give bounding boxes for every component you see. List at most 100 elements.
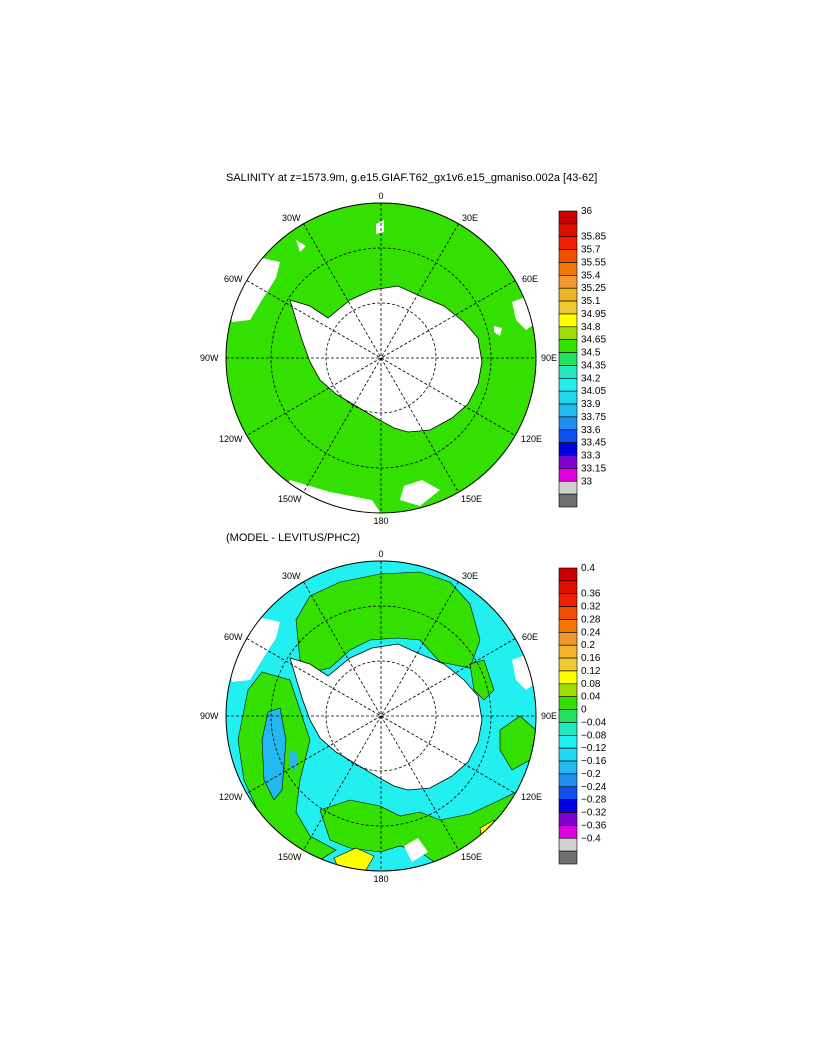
lon-label-90e: 90E — [541, 711, 557, 721]
lon-label-30e: 30E — [462, 571, 478, 581]
colorbar-tick-label: 33.6 — [581, 425, 601, 436]
lon-label-150e: 150E — [461, 852, 482, 862]
blue-anomaly-region — [290, 750, 298, 770]
colorbar-tick-label: 0.04 — [581, 692, 601, 703]
colorbar-tick-label: 0.08 — [581, 679, 601, 690]
colorbar-tick-label: 35.55 — [581, 257, 606, 268]
green-anomaly-region — [295, 571, 481, 673]
colorbar-tick-label: 34.5 — [581, 348, 601, 359]
green-anomaly-region — [237, 671, 337, 861]
colorbar-tick-label: −0.08 — [581, 730, 607, 741]
colorbar-swatch — [558, 786, 578, 800]
colorbar-swatch — [558, 760, 578, 775]
colorbar-tick-label: −0.28 — [581, 795, 607, 806]
meridian-line — [246, 638, 516, 794]
colorbar-tick-label: 0.24 — [581, 627, 601, 638]
colorbar-swatch — [558, 709, 578, 723]
longitude-labels: 0 30E 60E 90E 120E 150E 180 150W 120W 90… — [200, 191, 557, 526]
meridian-line — [303, 581, 459, 851]
map-title-difference: (MODEL - LEVITUS/PHC2) — [226, 532, 361, 544]
colorbar-tick-label: −0.24 — [581, 782, 607, 793]
blue-anomaly-region — [261, 707, 287, 801]
colorbar-swatch — [558, 850, 578, 865]
colorbar-tick-label: 33.75 — [581, 412, 606, 423]
lon-label-30e: 30E — [462, 213, 478, 223]
colorbar-tick-label: 35.25 — [581, 283, 606, 294]
map-boundary — [225, 202, 537, 514]
colorbar-tick-label: 33.3 — [581, 451, 601, 462]
antarctica-land — [289, 285, 483, 433]
lon-label-90w: 90W — [200, 353, 219, 363]
colorbar-difference: 0.40.360.320.280.240.20.160.120.080.040−… — [558, 563, 607, 865]
colorbar-tick-label: −0.12 — [581, 743, 607, 754]
colorbar-swatch — [558, 825, 578, 839]
meridian-line — [303, 581, 459, 851]
meridian-line — [303, 223, 459, 493]
colorbar-swatch — [558, 657, 578, 672]
lon-label-60e: 60E — [522, 274, 538, 284]
colorbar-tick-label: 34.65 — [581, 335, 606, 346]
colorbar-swatch — [558, 580, 578, 595]
colorbar-swatch — [558, 696, 578, 710]
colorbar-tick-label: 0.16 — [581, 653, 601, 664]
map-title-salinity: SALINITY at z=1573.9m, g.e15.GIAF.T62_gx… — [226, 172, 598, 184]
new-zealand-region — [400, 480, 440, 506]
colorbar-tick-label: 35.85 — [581, 232, 606, 243]
colorbar-swatch — [558, 747, 578, 762]
colorbar-swatch — [558, 606, 578, 620]
graticule — [226, 561, 536, 871]
meridian-line — [303, 223, 459, 493]
meridian-line — [246, 280, 516, 436]
meridian-line — [246, 638, 516, 794]
colorbar-tick-label: 35.4 — [581, 270, 601, 281]
colorbar-swatch — [558, 670, 578, 685]
lon-label-30w: 30W — [282, 213, 301, 223]
lon-label-90e: 90E — [541, 353, 557, 363]
lon-label-60e: 60E — [522, 632, 538, 642]
lon-label-180: 180 — [373, 874, 388, 884]
colorbar-swatch — [558, 644, 578, 659]
colorbar-swatch — [558, 567, 578, 582]
colorbar-tick-label: 33.45 — [581, 438, 606, 449]
lon-label-150w: 150W — [278, 852, 302, 862]
colorbar-tick-label: 0.36 — [581, 589, 601, 600]
lon-label-60w: 60W — [224, 274, 243, 284]
lon-label-0: 0 — [378, 191, 383, 201]
colorbar-tick-label: 34.05 — [581, 386, 606, 397]
colorbar-swatch — [558, 593, 578, 607]
lon-label-150w: 150W — [278, 494, 302, 504]
colorbar-tick-label: 33.9 — [581, 399, 601, 410]
colorbar-swatch — [558, 683, 578, 697]
antarctica-land — [289, 643, 483, 791]
green-anomaly-region — [469, 659, 495, 701]
south-america-land — [226, 258, 280, 322]
colorbar-tick-label: −0.4 — [581, 833, 601, 844]
colorbar-swatch — [558, 619, 578, 633]
colorbar-tick-label: −0.32 — [581, 808, 607, 819]
colorbar-tick-label: 34.35 — [581, 360, 606, 371]
colorbar-swatch — [558, 799, 578, 813]
colorbar-tick-label: 35.1 — [581, 296, 601, 307]
lon-label-0: 0 — [378, 549, 383, 559]
colorbar-tick-label: −0.16 — [581, 756, 607, 767]
island-land — [376, 220, 384, 234]
map-boundary — [225, 560, 537, 872]
island-land — [296, 240, 306, 252]
colorbar-tick-label: 33 — [581, 476, 593, 487]
lon-label-120e: 120E — [521, 792, 542, 802]
colorbar-tick-label: 34.2 — [581, 373, 601, 384]
colorbar-swatch — [558, 812, 578, 826]
colorbar-salinity: 36 35.85 35.735.55 35.4 35.25 35.1 34.95 34.8 34… — [558, 206, 606, 508]
lon-label-150e: 150E — [461, 494, 482, 504]
colorbar-tick-label: 34.8 — [581, 322, 601, 333]
colorbar-tick-label: 0.32 — [581, 602, 601, 613]
lon-label-60w: 60W — [224, 632, 243, 642]
graticule — [226, 203, 536, 513]
colorbar-tick-label: 33.15 — [581, 463, 606, 474]
colorbar-swatch — [558, 773, 578, 788]
lon-label-120w: 120W — [219, 434, 243, 444]
colorbar-tick-label: 36 — [581, 206, 593, 217]
colorbar-tick-label: 34.95 — [581, 309, 606, 320]
